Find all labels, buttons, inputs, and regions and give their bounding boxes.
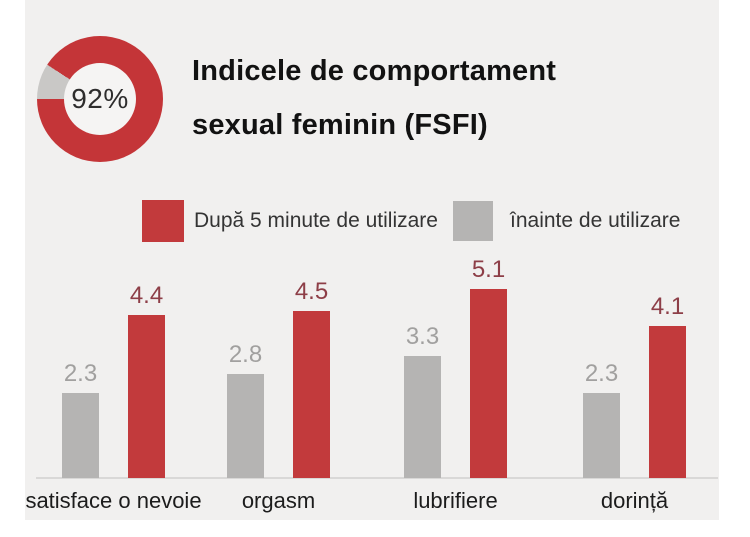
donut-percent-label: 92% xyxy=(71,83,129,114)
legend-label-before: înainte de utilizare xyxy=(510,209,681,232)
donut-chart: 92% xyxy=(37,36,163,162)
bar-group: 2.3 4.1 xyxy=(583,293,686,478)
bar-group: 3.3 5.1 xyxy=(404,256,507,478)
x-axis-line xyxy=(36,477,718,479)
bar xyxy=(62,393,99,478)
legend-item-before: înainte de utilizare xyxy=(453,200,680,242)
legend-item-after: După 5 minute de utilizare xyxy=(142,200,438,242)
bar xyxy=(128,315,165,478)
bar-column: 2.8 xyxy=(227,341,264,478)
bar-column: 4.5 xyxy=(293,278,330,478)
bar-value-label: 2.3 xyxy=(63,360,98,387)
chart-title-line1: Indicele de comportament xyxy=(192,55,557,87)
bar xyxy=(293,311,330,478)
bar-value-label: 4.1 xyxy=(650,293,685,320)
bar xyxy=(227,374,264,478)
bar xyxy=(649,326,686,478)
bar-group: 2.8 4.5 xyxy=(227,278,330,478)
bar-value-label: 5.1 xyxy=(471,256,506,283)
bar-value-label: 2.8 xyxy=(228,341,263,368)
legend-swatch-before xyxy=(453,201,493,241)
bar-value-label: 4.4 xyxy=(129,282,164,309)
category-label: dorință xyxy=(600,488,669,513)
bar-column: 3.3 xyxy=(404,323,441,478)
bar-column: 2.3 xyxy=(62,360,99,478)
bar-column: 4.4 xyxy=(128,282,165,478)
bar-value-label: 3.3 xyxy=(405,323,440,350)
bar-column: 2.3 xyxy=(583,360,620,478)
bar xyxy=(583,393,620,478)
bar-value-label: 4.5 xyxy=(294,278,329,305)
bar-column: 5.1 xyxy=(470,256,507,478)
legend-label-after: După 5 minute de utilizare xyxy=(194,209,438,232)
bar-value-label: 2.3 xyxy=(584,360,619,387)
category-label: lubrifiere xyxy=(413,488,498,513)
bar xyxy=(404,356,441,478)
donut-hole: 92% xyxy=(64,63,136,135)
category-label: satisface o nevoie xyxy=(25,488,202,513)
category-label: orgasm xyxy=(241,488,316,513)
bar-group: 2.3 4.4 xyxy=(62,282,165,478)
chart-title-line2: sexual feminin (FSFI) xyxy=(192,109,488,141)
legend-swatch-after xyxy=(142,200,184,242)
chart-title: Indicele de comportament sexual feminin … xyxy=(192,44,556,152)
bar xyxy=(470,289,507,478)
bar-column: 4.1 xyxy=(649,293,686,478)
